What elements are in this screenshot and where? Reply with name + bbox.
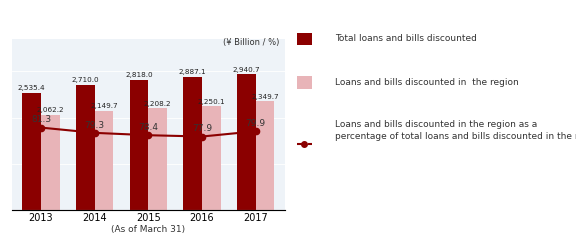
Text: (¥ Billion / %): (¥ Billion / %) [223,38,279,47]
Text: 2,887.1: 2,887.1 [179,69,206,75]
Text: 78.4: 78.4 [138,123,158,132]
Text: 2,535.4: 2,535.4 [18,85,46,92]
Text: 2,062.2: 2,062.2 [37,107,65,113]
Bar [148,108,167,210]
Text: 2,349.7: 2,349.7 [251,94,279,100]
Bar [297,32,312,45]
Text: 81.3: 81.3 [31,115,51,124]
Bar [94,111,113,210]
Text: Loans and bills discounted in the region as a
percentage of total loans and bill: Loans and bills discounted in the region… [335,120,576,141]
X-axis label: (As of March 31): (As of March 31) [111,225,185,234]
Bar [130,80,149,210]
Text: 2,149.7: 2,149.7 [90,103,118,109]
Bar [41,115,60,210]
Text: 2,208.2: 2,208.2 [144,101,172,107]
Bar [183,77,202,210]
Text: 2,940.7: 2,940.7 [232,67,260,73]
Text: 79.3: 79.3 [85,121,105,130]
Bar [202,106,221,210]
Text: Loans and Bills Discounted (Non-Consolidated): Loans and Bills Discounted (Non-Consolid… [3,11,280,21]
Bar [76,85,94,210]
Text: Loans and bills discounted in  the region: Loans and bills discounted in the region [335,78,519,87]
Bar [256,101,274,210]
Text: 77.9: 77.9 [192,124,212,133]
Text: 2,250.1: 2,250.1 [198,99,225,105]
Text: 79.9: 79.9 [245,119,266,128]
Bar [22,93,41,210]
Bar [297,76,312,89]
Text: Total loans and bills discounted: Total loans and bills discounted [335,34,477,43]
Text: 2,818.0: 2,818.0 [125,72,153,78]
Text: 2,710.0: 2,710.0 [71,77,99,83]
Bar [237,74,256,210]
